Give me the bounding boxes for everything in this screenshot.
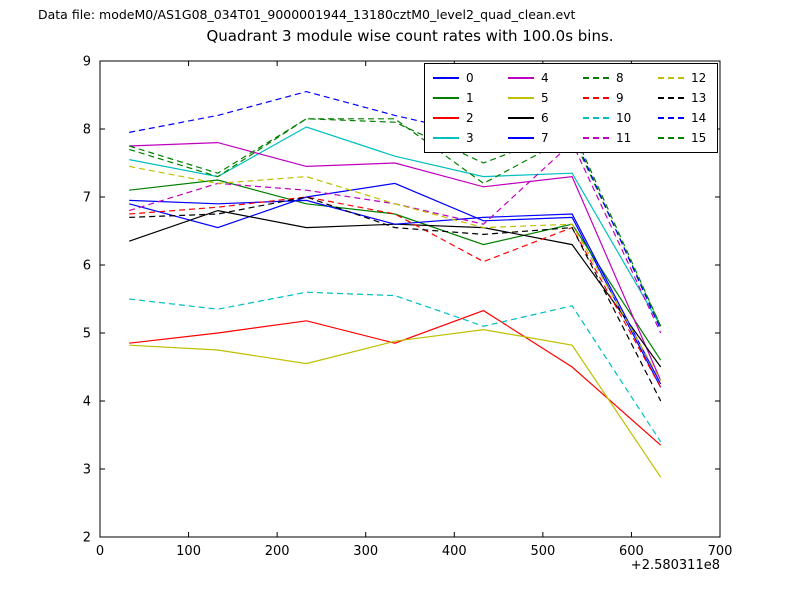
series-line-12	[129, 165, 662, 381]
y-tick-label: 7	[83, 191, 91, 206]
legend-item-13: 13	[658, 88, 707, 108]
legend-line-sample	[508, 117, 534, 119]
legend-item-4: 4	[508, 68, 557, 88]
series-line-10	[129, 291, 662, 443]
legend-label: 11	[616, 131, 632, 145]
legend-label: 6	[541, 111, 549, 125]
legend-label: 15	[691, 131, 707, 145]
legend-line-sample	[433, 137, 459, 139]
legend-label: 5	[541, 91, 549, 105]
legend-item-8: 8	[583, 68, 632, 88]
series-line-2	[129, 309, 662, 446]
legend-item-12: 12	[658, 68, 707, 88]
x-tick-label: 0	[96, 544, 104, 559]
legend-line-sample	[508, 97, 534, 99]
y-tick-label: 5	[83, 327, 91, 342]
legend-label: 8	[616, 71, 624, 85]
legend-item-5: 5	[508, 88, 557, 108]
legend-line-sample	[658, 137, 684, 139]
legend-label: 4	[541, 71, 549, 85]
y-tick-label: 2	[83, 531, 91, 546]
legend-item-9: 9	[583, 88, 632, 108]
series-line-7	[129, 199, 662, 385]
legend-item-10: 10	[583, 108, 632, 128]
legend-item-14: 14	[658, 108, 707, 128]
y-tick-label: 4	[83, 395, 91, 410]
series-line-13	[129, 196, 662, 402]
legend-line-sample	[508, 77, 534, 79]
y-tick-label: 6	[83, 259, 91, 274]
x-tick-label: 400	[442, 544, 467, 559]
series-line-15	[129, 118, 662, 327]
legend-item-15: 15	[658, 128, 707, 148]
legend-item-7: 7	[508, 128, 557, 148]
series-line-0	[129, 182, 662, 388]
legend-item-0: 0	[433, 68, 482, 88]
legend-line-sample	[433, 77, 459, 79]
legend-label: 2	[466, 111, 474, 125]
data-file-label: Data file: modeM0/AS1G08_034T01_90000019…	[38, 7, 576, 22]
series-line-1	[129, 179, 662, 361]
series-line-3	[129, 126, 662, 327]
x-tick-label: 100	[176, 544, 201, 559]
legend-label: 14	[691, 111, 707, 125]
legend-line-sample	[658, 97, 684, 99]
legend-line-sample	[433, 97, 459, 99]
legend-line-sample	[508, 137, 534, 139]
x-axis-offset-label: +2.580311e8	[630, 558, 720, 573]
legend-item-2: 2	[433, 108, 482, 128]
x-tick-label: 300	[353, 544, 378, 559]
legend-line-sample	[583, 137, 609, 139]
legend-item-1: 1	[433, 88, 482, 108]
legend-line-sample	[583, 117, 609, 119]
legend-label: 3	[466, 131, 474, 145]
legend-label: 12	[691, 71, 707, 85]
series-line-8	[129, 118, 662, 327]
legend-label: 0	[466, 71, 474, 85]
x-tick-label: 500	[530, 544, 555, 559]
series-line-5	[129, 328, 662, 478]
legend-line-sample	[583, 77, 609, 79]
legend-line-sample	[433, 117, 459, 119]
x-tick-label: 600	[619, 544, 644, 559]
x-tick-label: 700	[708, 544, 733, 559]
legend: 0 1 2 3 4 5 6 7 8 9 10 11 12 13 14 15	[424, 63, 718, 153]
legend-label: 9	[616, 91, 624, 105]
legend-label: 10	[616, 111, 632, 125]
legend-line-sample	[658, 77, 684, 79]
axes-frame	[99, 60, 721, 538]
legend-label: 7	[541, 131, 549, 145]
y-tick-label: 9	[83, 55, 91, 70]
legend-label: 13	[691, 91, 707, 105]
y-tick-label: 3	[83, 463, 91, 478]
x-tick-label: 200	[265, 544, 290, 559]
legend-item-11: 11	[583, 128, 632, 148]
legend-item-3: 3	[433, 128, 482, 148]
legend-label: 1	[466, 91, 474, 105]
series-line-4	[129, 141, 662, 381]
y-tick-label: 8	[83, 123, 91, 138]
legend-item-6: 6	[508, 108, 557, 128]
legend-line-sample	[658, 117, 684, 119]
legend-line-sample	[583, 97, 609, 99]
chart-title: Quadrant 3 module wise count rates with …	[206, 27, 614, 45]
